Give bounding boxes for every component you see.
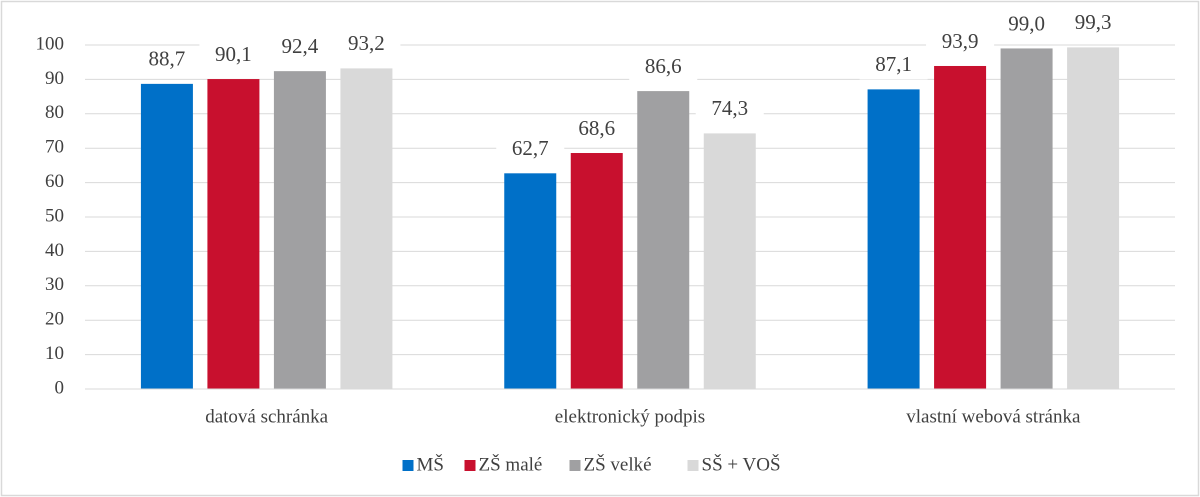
value-label-bg bbox=[265, 35, 334, 62]
value-label: 68,6 bbox=[578, 116, 615, 140]
bar bbox=[273, 71, 326, 390]
bar bbox=[703, 133, 756, 389]
y-tick-label: 20 bbox=[45, 309, 64, 330]
value-label: 62,7 bbox=[512, 136, 549, 160]
value-label-bg bbox=[562, 117, 631, 144]
value-label: 93,2 bbox=[348, 31, 385, 55]
legend-label: MŠ bbox=[417, 453, 444, 475]
legend-label: ZŠ velké bbox=[584, 453, 652, 475]
value-label: 99,3 bbox=[1075, 10, 1112, 34]
legend-swatch bbox=[569, 460, 581, 471]
y-tick-label: 90 bbox=[45, 68, 64, 89]
value-label-bg bbox=[496, 137, 565, 164]
value-label: 92,4 bbox=[282, 34, 319, 58]
bar bbox=[1000, 48, 1053, 389]
value-label: 90,1 bbox=[215, 42, 252, 66]
x-tick-label: datová schránka bbox=[205, 406, 328, 427]
value-label-bg bbox=[132, 47, 201, 74]
value-label-bg bbox=[926, 29, 995, 56]
bar bbox=[1067, 47, 1120, 390]
value-label: 74,3 bbox=[711, 96, 748, 120]
value-label-bg bbox=[199, 43, 268, 70]
bar bbox=[207, 79, 260, 389]
legend-swatch bbox=[464, 460, 476, 471]
value-label-bg bbox=[859, 53, 928, 80]
value-label-bg bbox=[695, 97, 764, 124]
y-tick-label: 100 bbox=[36, 33, 65, 54]
value-label-bg bbox=[629, 55, 698, 82]
value-label-bg bbox=[1059, 11, 1128, 38]
x-tick-label: elektronický podpis bbox=[555, 406, 705, 427]
y-tick-label: 70 bbox=[45, 137, 64, 158]
y-tick-label: 40 bbox=[45, 240, 64, 261]
value-label: 99,0 bbox=[1008, 11, 1045, 35]
bar bbox=[637, 91, 690, 389]
bar bbox=[140, 83, 193, 389]
y-tick-label: 60 bbox=[45, 171, 64, 192]
value-label: 88,7 bbox=[149, 47, 186, 71]
legend-label: SŠ + VOŠ bbox=[702, 453, 781, 475]
value-label-bg bbox=[332, 32, 401, 59]
legend-swatch bbox=[402, 460, 414, 471]
bar bbox=[934, 65, 987, 389]
bar bbox=[570, 153, 623, 389]
value-label: 93,9 bbox=[942, 29, 979, 53]
y-tick-label: 30 bbox=[45, 274, 64, 295]
bar bbox=[867, 89, 920, 389]
bar bbox=[504, 173, 557, 389]
legend-swatch bbox=[687, 460, 699, 471]
y-tick-label: 80 bbox=[45, 102, 64, 123]
value-label-bg bbox=[992, 12, 1061, 39]
y-tick-label: 50 bbox=[45, 205, 64, 226]
y-tick-label: 0 bbox=[55, 377, 65, 398]
y-tick-label: 10 bbox=[45, 343, 64, 364]
legend-label: ZŠ malé bbox=[479, 453, 543, 475]
value-label: 86,6 bbox=[645, 54, 682, 78]
x-tick-label: vlastní webová stránka bbox=[906, 406, 1081, 427]
value-label: 87,1 bbox=[875, 52, 912, 76]
bar bbox=[340, 68, 393, 389]
